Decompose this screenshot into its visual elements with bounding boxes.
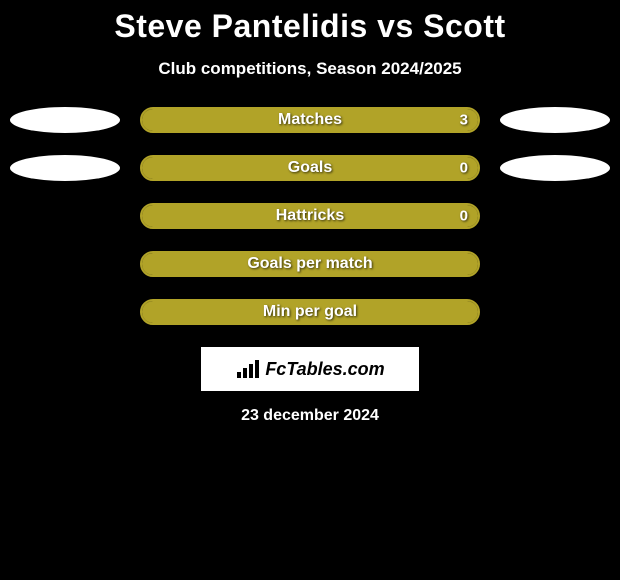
right-ellipse xyxy=(500,155,610,181)
stat-row: Goals 0 xyxy=(0,155,620,181)
player2-name: Scott xyxy=(423,8,506,44)
stat-bar: Goals per match xyxy=(140,251,480,277)
stat-row: Goals per match xyxy=(0,251,620,277)
right-ellipse xyxy=(500,251,610,277)
stat-label: Goals per match xyxy=(247,255,372,273)
right-ellipse xyxy=(500,203,610,229)
stat-right-value: 0 xyxy=(460,208,468,225)
logo-text: FcTables.com xyxy=(265,359,384,380)
left-ellipse xyxy=(10,251,120,277)
right-ellipse xyxy=(500,107,610,133)
stat-bar: Min per goal xyxy=(140,299,480,325)
subtitle: Club competitions, Season 2024/2025 xyxy=(0,59,620,79)
logo-bars-icon xyxy=(235,358,261,380)
stat-row: Min per goal xyxy=(0,299,620,325)
stat-label: Matches xyxy=(278,111,342,129)
stat-rows: Matches 3 Goals 0 Hattricks 0 Goals per match M… xyxy=(0,107,620,325)
stat-label: Hattricks xyxy=(276,207,344,225)
right-ellipse xyxy=(500,299,610,325)
stat-bar: Goals 0 xyxy=(140,155,480,181)
stat-bar: Hattricks 0 xyxy=(140,203,480,229)
player1-name: Steve Pantelidis xyxy=(114,8,367,44)
logo-box: FcTables.com xyxy=(201,347,419,391)
vs-separator: vs xyxy=(377,8,414,44)
stat-right-value: 0 xyxy=(460,160,468,177)
left-ellipse xyxy=(10,155,120,181)
page-title: Steve Pantelidis vs Scott xyxy=(0,8,620,45)
left-ellipse xyxy=(10,203,120,229)
stat-label: Goals xyxy=(288,159,332,177)
stat-right-value: 3 xyxy=(460,112,468,129)
left-ellipse xyxy=(10,107,120,133)
stat-row: Matches 3 xyxy=(0,107,620,133)
left-ellipse xyxy=(10,299,120,325)
stat-bar: Matches 3 xyxy=(140,107,480,133)
date-label: 23 december 2024 xyxy=(0,407,620,425)
comparison-infographic: Steve Pantelidis vs Scott Club competiti… xyxy=(0,0,620,425)
stat-row: Hattricks 0 xyxy=(0,203,620,229)
stat-label: Min per goal xyxy=(263,303,357,321)
